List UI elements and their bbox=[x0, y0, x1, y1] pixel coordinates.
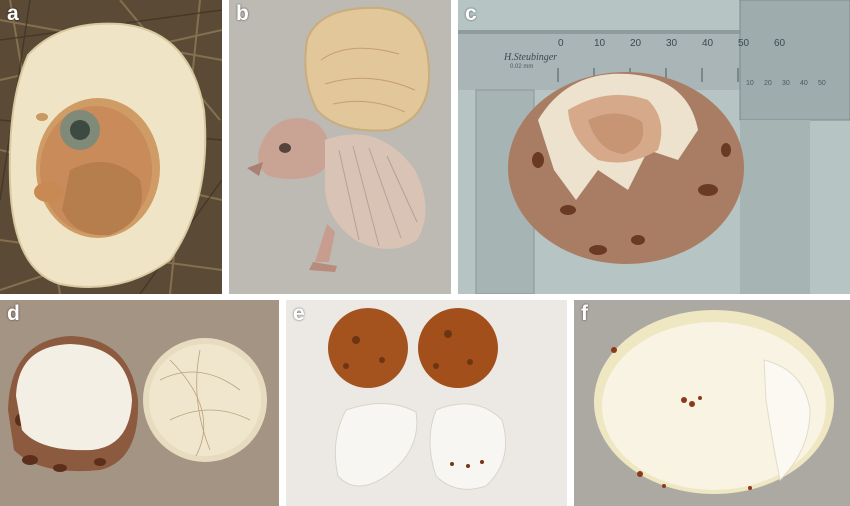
panel-d-photo bbox=[0, 300, 279, 506]
scale-tick-label: 20 bbox=[630, 38, 642, 49]
scale-tick-label: 10 bbox=[594, 38, 606, 49]
panel-b-photo bbox=[229, 0, 451, 294]
panel-a-photo bbox=[0, 0, 222, 294]
panel-f-label: f bbox=[581, 302, 588, 325]
scale-tick-label: 50 bbox=[738, 38, 750, 49]
scale-tick-label: 60 bbox=[774, 38, 786, 49]
panel-d-label: d bbox=[7, 302, 20, 325]
panel-a-label: a bbox=[7, 2, 19, 25]
scale-tick-label: 40 bbox=[702, 38, 714, 49]
panel-c-photo bbox=[458, 0, 850, 294]
caliper-brand: H.Steubinger bbox=[504, 52, 558, 63]
caliper-main-scale: 0 10 20 30 40 50 60 bbox=[558, 38, 846, 54]
panel-f-photo bbox=[574, 300, 850, 506]
panel-c: H.Steubinger 0.02 mm 0 10 20 30 40 50 60… bbox=[458, 0, 850, 294]
scale-tick-label: 30 bbox=[666, 38, 678, 49]
panel-e-photo bbox=[286, 300, 567, 506]
panel-d: d bbox=[0, 300, 279, 506]
scale-tick-label: 0 bbox=[558, 38, 564, 49]
panel-b: b bbox=[229, 0, 451, 294]
panel-c-label: c bbox=[465, 2, 477, 25]
vernier-tick-label: 50 bbox=[818, 80, 826, 87]
vernier-tick-label: 40 bbox=[800, 80, 808, 87]
panel-a: a bbox=[0, 0, 222, 294]
caliper-unit: 0.02 mm bbox=[510, 64, 534, 70]
panel-f: f bbox=[574, 300, 850, 506]
panel-e: e bbox=[286, 300, 567, 506]
vernier-tick-label: 20 bbox=[764, 80, 772, 87]
caliper-vernier-scale: 10 20 30 40 50 bbox=[746, 80, 846, 92]
vernier-tick-label: 30 bbox=[782, 80, 790, 87]
panel-e-label: e bbox=[293, 302, 305, 325]
panel-b-label: b bbox=[236, 2, 249, 25]
vernier-tick-label: 10 bbox=[746, 80, 754, 87]
